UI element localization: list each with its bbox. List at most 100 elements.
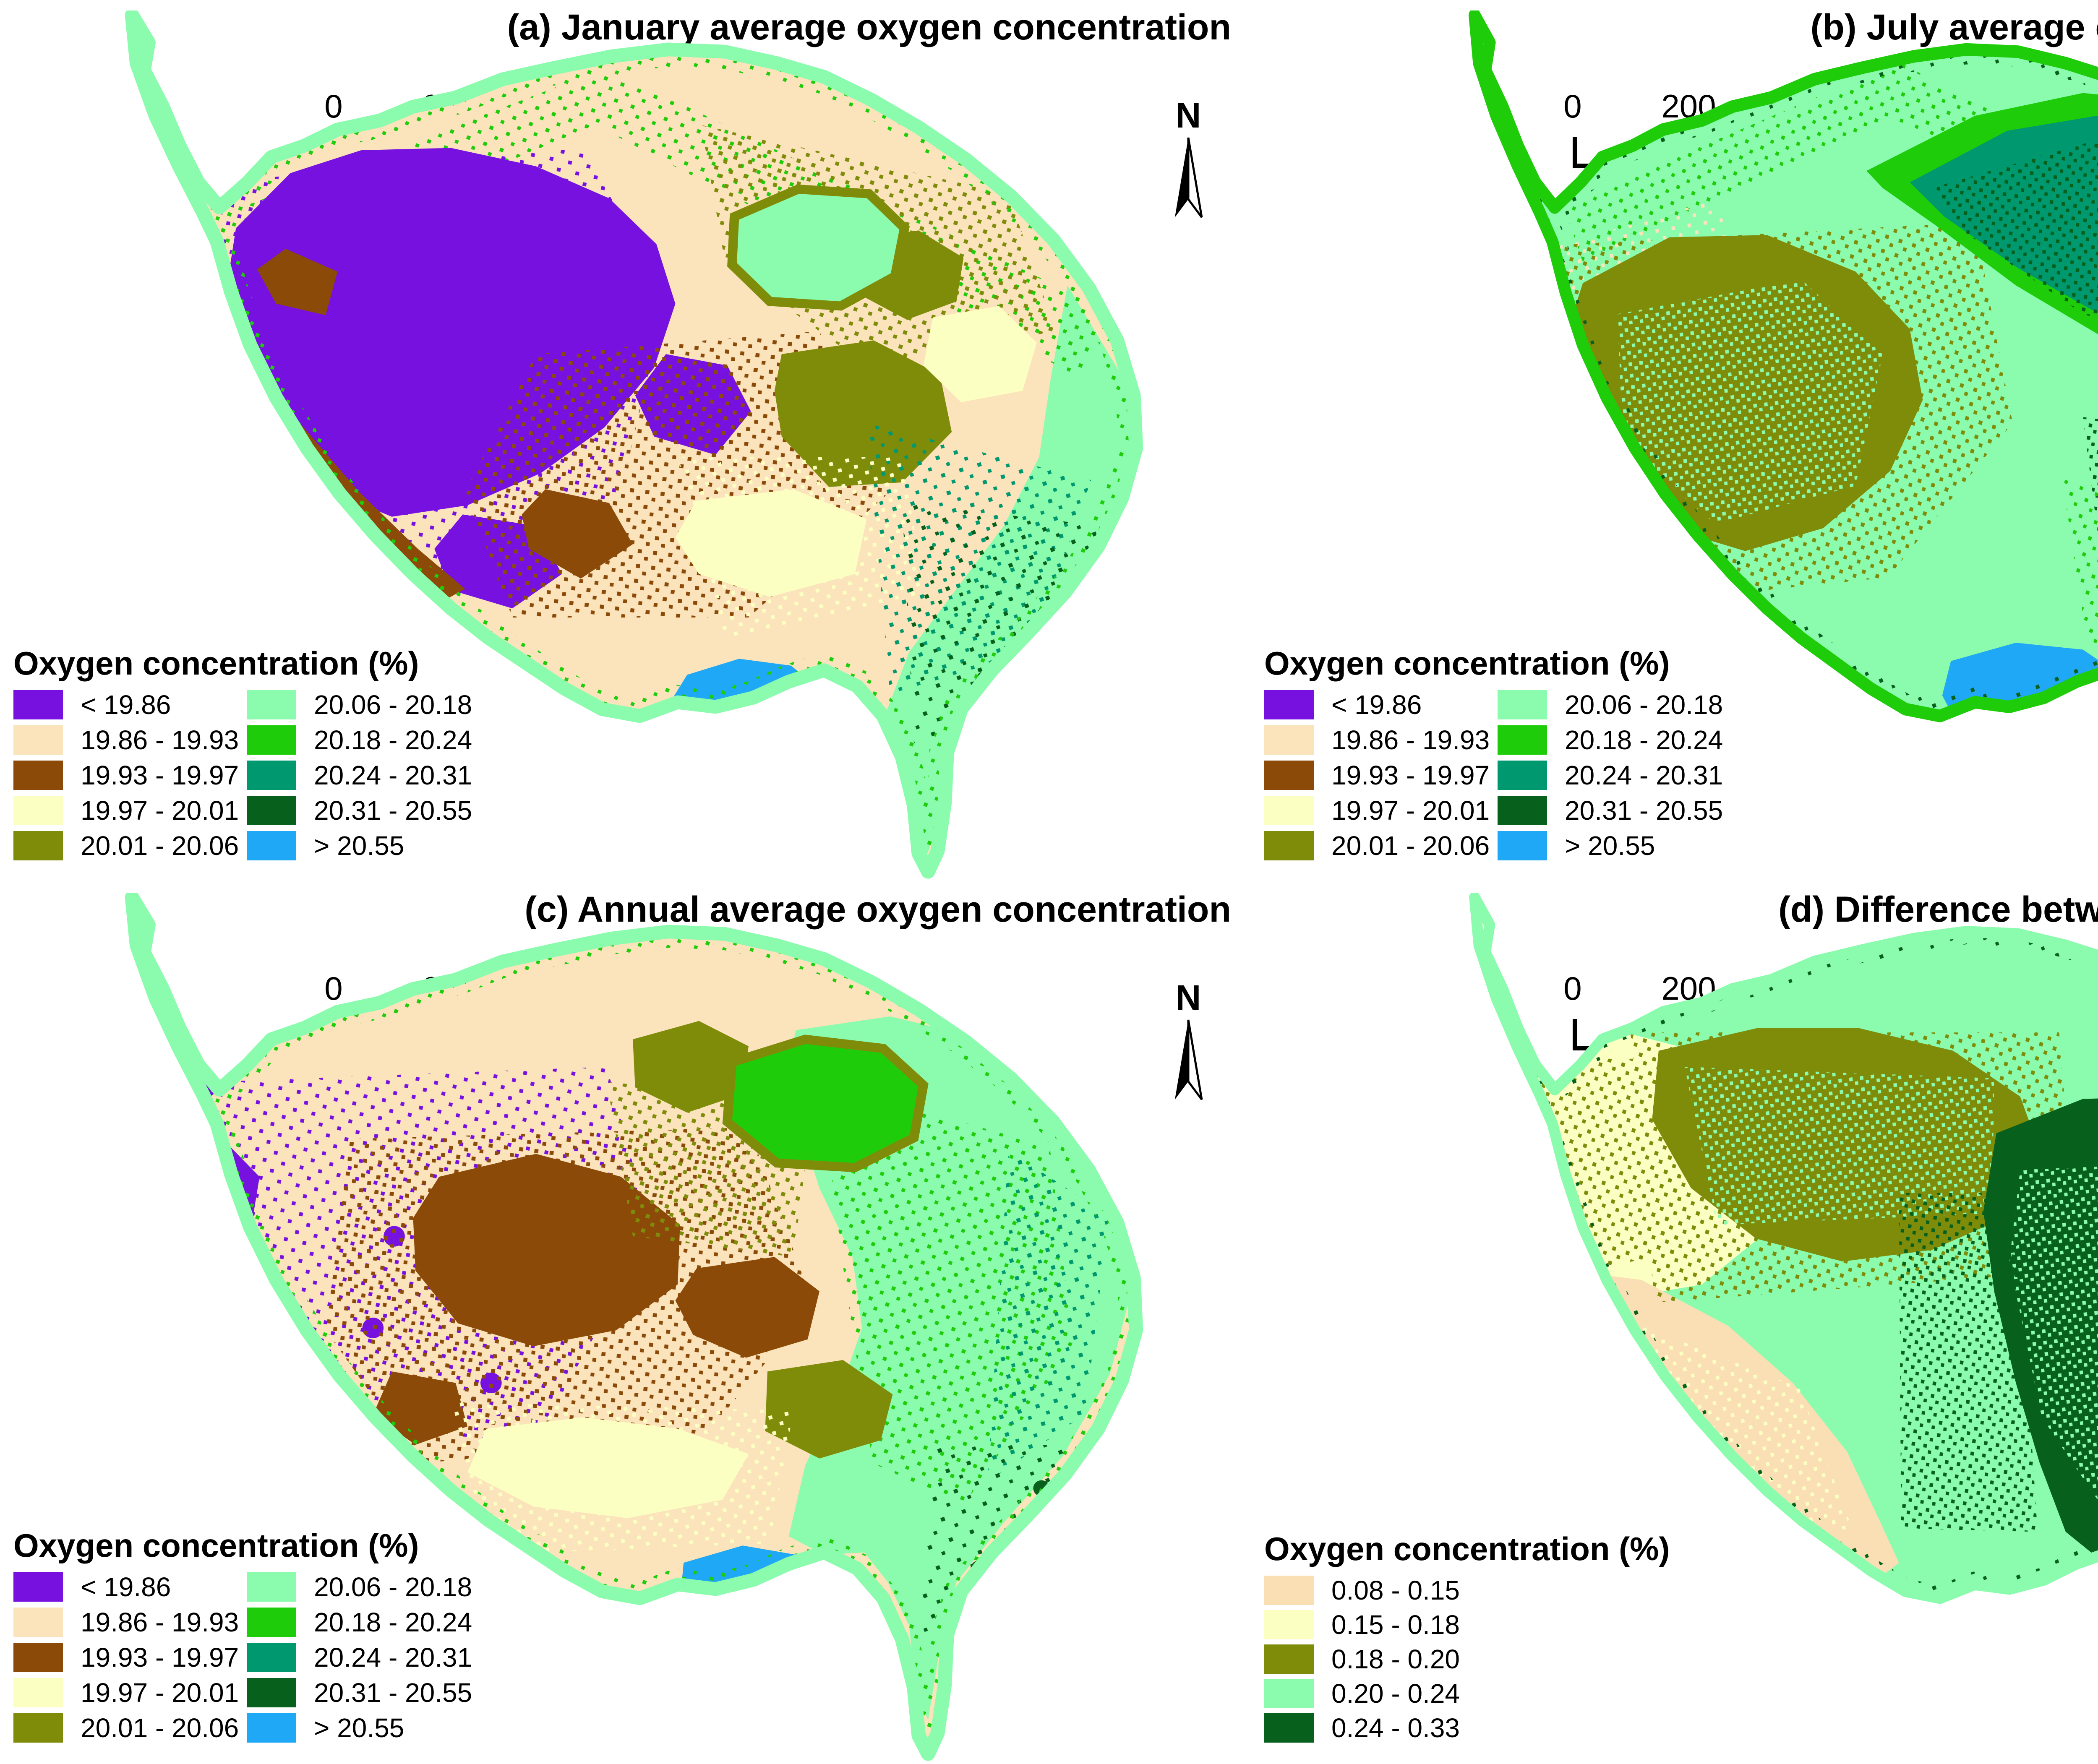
legend-label: > 20.55	[314, 1713, 404, 1743]
legend-label: 0.15 - 0.18	[1331, 1610, 1460, 1640]
legend-swatch	[1264, 1679, 1314, 1708]
legend: Oxygen concentration (%) < 19.86 19.86 -…	[13, 1527, 472, 1748]
legend-swatch	[1264, 1713, 1314, 1743]
legend-row: < 19.86	[1264, 690, 1498, 725]
legend-label: 19.93 - 19.97	[1331, 760, 1490, 790]
legend-label: < 19.86	[1331, 690, 1422, 720]
legend-row: 20.24 - 20.31	[247, 1643, 472, 1678]
legend-label: 19.93 - 19.97	[81, 760, 239, 790]
legend-title: Oxygen concentration (%)	[13, 1527, 419, 1564]
legend-swatch	[1264, 725, 1314, 755]
panel-title: (c) Annual average oxygen concentration	[524, 889, 1231, 930]
legend-label: 19.86 - 19.93	[81, 1607, 239, 1637]
scale-tick-label: 0	[1563, 88, 1582, 125]
legend-row: 20.06 - 20.18	[247, 690, 472, 725]
legend-label: 0.24 - 0.33	[1331, 1713, 1460, 1743]
legend-swatch	[13, 831, 63, 860]
legend-swatch	[13, 796, 63, 825]
legend-swatch	[247, 831, 296, 860]
legend-swatch	[1498, 725, 1547, 755]
legend-label: 0.18 - 0.20	[1331, 1644, 1460, 1674]
legend-swatch	[247, 725, 296, 755]
legend-row: > 20.55	[247, 831, 472, 866]
panel-title: (b) July average oxygen concentration	[1810, 7, 2098, 47]
map-region-pale-south	[467, 1417, 749, 1518]
map-region-brown-central	[413, 1154, 680, 1347]
legend-row: < 19.86	[13, 1572, 247, 1608]
legend-swatch	[13, 690, 63, 719]
legend-row: 20.24 - 20.31	[247, 761, 472, 796]
legend-items: 0.08 - 0.15 0.15 - 0.18 0.18 - 0.20 0.20…	[1264, 1576, 1670, 1748]
legend-swatch	[1264, 1610, 1314, 1639]
legend: Oxygen concentration (%) 0.08 - 0.15 0.1…	[1264, 1530, 1670, 1748]
legend-swatch	[247, 761, 296, 790]
legend-row: 19.97 - 20.01	[13, 796, 247, 831]
legend-label: 0.20 - 0.24	[1331, 1678, 1460, 1709]
legend-label: 20.06 - 20.18	[314, 690, 472, 720]
legend-swatch	[1498, 690, 1547, 719]
legend-row: 20.24 - 20.31	[1498, 761, 1723, 796]
legend-row: 19.93 - 19.97	[1264, 761, 1498, 796]
legend-label: 20.18 - 20.24	[314, 725, 472, 755]
legend-label: 20.31 - 20.55	[314, 1678, 472, 1708]
legend-swatch	[13, 1713, 63, 1743]
panel-difference: (d) Difference between July and January …	[1239, 882, 2098, 1764]
panel-title: (a) January average oxygen concentration	[507, 7, 1231, 47]
legend-row: 0.24 - 0.33	[1264, 1713, 1670, 1748]
north-label: N	[1175, 96, 1201, 135]
legend-swatch	[1264, 761, 1314, 790]
map-july	[1390, 10, 2098, 881]
legend-label: 19.97 - 20.01	[1331, 795, 1490, 826]
legend-row: 19.93 - 19.97	[13, 761, 247, 796]
legend-items: < 19.86 19.86 - 19.93 19.93 - 19.97 19.9…	[13, 690, 472, 866]
panel-annual: (c) Annual average oxygen concentration …	[0, 882, 1239, 1764]
legend-row: 20.18 - 20.24	[247, 725, 472, 761]
legend-row: 19.97 - 20.01	[13, 1678, 247, 1713]
legend-label: 20.18 - 20.24	[314, 1607, 472, 1637]
north-label: N	[1175, 978, 1201, 1017]
legend-swatch	[1264, 796, 1314, 825]
legend-label: 0.08 - 0.15	[1331, 1575, 1460, 1605]
map-january	[40, 10, 1221, 881]
legend-swatch	[1264, 690, 1314, 719]
legend-title: Oxygen concentration (%)	[1264, 1530, 1670, 1567]
legend-label: 20.31 - 20.55	[314, 795, 472, 826]
legend-row: 19.86 - 19.93	[13, 1608, 247, 1643]
legend: Oxygen concentration (%) < 19.86 19.86 -…	[1264, 644, 1723, 866]
map-region-qaidam-basin	[727, 184, 910, 311]
legend: Oxygen concentration (%) < 19.86 19.86 -…	[13, 644, 472, 866]
legend-label: 19.93 - 19.97	[81, 1642, 239, 1673]
legend-swatch	[13, 1608, 63, 1637]
legend-swatch	[1498, 761, 1547, 790]
legend-swatch	[247, 1713, 296, 1743]
legend-row: < 19.86	[13, 690, 247, 725]
legend-title: Oxygen concentration (%)	[13, 645, 419, 682]
legend-swatch	[13, 1572, 63, 1602]
north-arrow-icon	[1175, 137, 1203, 218]
legend-row: 20.06 - 20.18	[247, 1572, 472, 1608]
panel-july: (b) July average oxygen concentration 0 …	[1239, 0, 2098, 882]
legend-label: 20.18 - 20.24	[1565, 725, 1723, 755]
legend-label: 20.24 - 20.31	[314, 1642, 472, 1673]
legend-swatch	[247, 1643, 296, 1672]
legend-items: < 19.86 19.86 - 19.93 19.93 - 19.97 19.9…	[13, 1572, 472, 1748]
legend-row: 20.31 - 20.55	[247, 1678, 472, 1713]
legend-label: 19.97 - 20.01	[81, 1678, 239, 1708]
legend-swatch	[1264, 1644, 1314, 1674]
legend-swatch	[247, 690, 296, 719]
legend-swatch	[13, 761, 63, 790]
legend-title: Oxygen concentration (%)	[1264, 645, 1670, 682]
legend-label: 20.06 - 20.18	[1565, 690, 1723, 720]
legend-label: 19.86 - 19.93	[81, 725, 239, 755]
legend-row: 20.31 - 20.55	[247, 796, 472, 831]
legend-row: 20.18 - 20.24	[1498, 725, 1723, 761]
legend-row: 19.86 - 19.93	[1264, 725, 1498, 761]
map-annual	[40, 893, 1221, 1763]
legend-row: 20.18 - 20.24	[247, 1608, 472, 1643]
legend-swatch	[1264, 1576, 1314, 1605]
legend-swatch	[1498, 831, 1547, 860]
legend-label: < 19.86	[81, 1572, 171, 1602]
legend-row: 0.20 - 0.24	[1264, 1679, 1670, 1714]
legend-items: < 19.86 19.86 - 19.93 19.93 - 19.97 19.9…	[1264, 690, 1723, 866]
legend-label: 20.31 - 20.55	[1565, 795, 1723, 826]
